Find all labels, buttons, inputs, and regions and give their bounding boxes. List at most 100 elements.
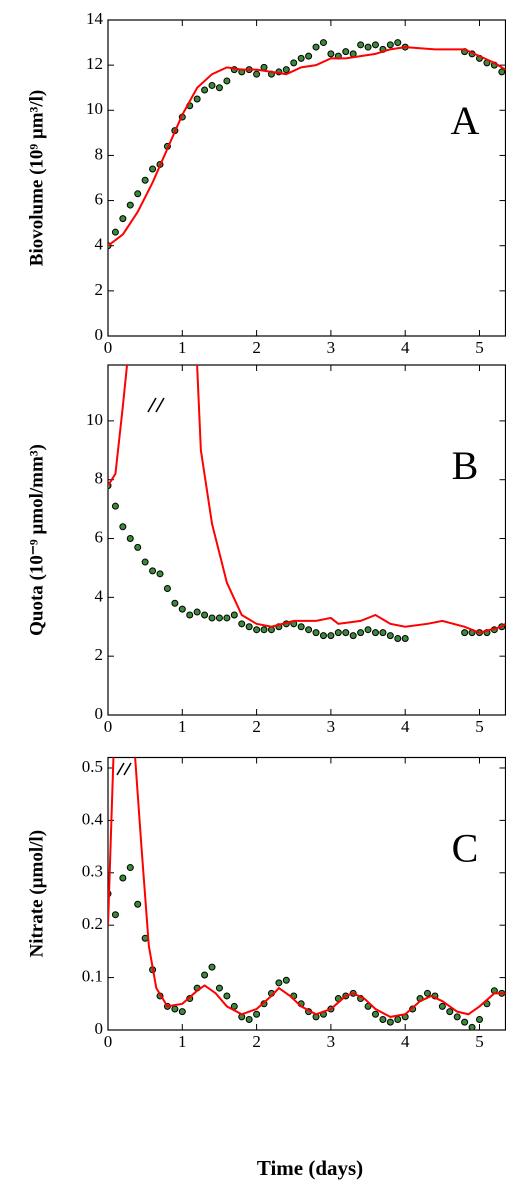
- data-point: [319, 632, 327, 640]
- data-point: [305, 626, 313, 634]
- data-point: [305, 52, 313, 60]
- data-point: [134, 900, 142, 908]
- y-tick-label: 0.2: [82, 914, 103, 933]
- data-point: [461, 1018, 469, 1026]
- x-tick-label: 0: [104, 1032, 113, 1051]
- y-axis-label: Biovolume (10⁹ µm³/l): [26, 90, 47, 266]
- data-point: [498, 68, 506, 76]
- data-point: [208, 81, 216, 89]
- data-point: [201, 611, 209, 619]
- data-point: [149, 567, 157, 575]
- data-point: [423, 989, 431, 997]
- x-tick-label: 4: [401, 717, 410, 736]
- x-tick-label: 1: [178, 338, 187, 357]
- x-tick-label: 5: [475, 1032, 484, 1051]
- y-tick-label: 8: [95, 144, 104, 163]
- data-point: [290, 59, 298, 67]
- x-tick-label: 2: [252, 338, 261, 357]
- x-tick-label: 3: [327, 717, 336, 736]
- data-point: [238, 620, 246, 628]
- data-point: [245, 1016, 253, 1024]
- data-point: [401, 635, 409, 643]
- x-tick-label: 4: [401, 338, 410, 357]
- data-point: [223, 614, 231, 622]
- data-point: [327, 50, 335, 58]
- data-point: [149, 165, 157, 173]
- x-tick-label: 1: [178, 1032, 187, 1051]
- data-point: [253, 1010, 261, 1018]
- model-line: [108, 46, 506, 247]
- plot-area: [108, 365, 506, 643]
- data-point: [386, 41, 394, 49]
- y-tick-label: 0: [95, 704, 104, 723]
- plot-frame: [107, 756, 506, 1031]
- data-point: [379, 1016, 387, 1024]
- data-point: [453, 1013, 461, 1021]
- data-point: [208, 963, 216, 971]
- y-tick-label: 10: [86, 410, 103, 429]
- data-point: [193, 608, 201, 616]
- data-point: [394, 1016, 402, 1024]
- x-tick-label: 3: [327, 338, 336, 357]
- x-tick-label: 5: [475, 717, 484, 736]
- data-point: [134, 543, 142, 551]
- data-point: [357, 629, 365, 637]
- y-tick-label: 0.4: [82, 809, 104, 828]
- axis-break: [116, 397, 165, 776]
- data-point: [349, 632, 357, 640]
- model-line: [108, 365, 506, 634]
- data-point: [327, 632, 335, 640]
- y-tick-label: 2: [95, 280, 104, 299]
- x-tick-label: 0: [104, 717, 113, 736]
- x-tick-label: 2: [252, 717, 261, 736]
- data-point: [178, 605, 186, 613]
- plot-frame: [107, 364, 506, 716]
- plot-area: [108, 757, 506, 1030]
- data-point: [312, 43, 320, 51]
- data-point: [371, 1010, 379, 1018]
- data-point: [446, 1008, 454, 1016]
- data-point: [223, 77, 231, 85]
- y-axis-label: Quota (10⁻⁹ µmol/mm³): [26, 444, 47, 636]
- data-point: [253, 626, 261, 634]
- panel-label: A: [451, 98, 480, 143]
- x-tick-label: 4: [401, 1032, 410, 1051]
- data-point: [468, 1023, 476, 1030]
- data-point: [260, 626, 268, 634]
- y-tick-label: 4: [95, 586, 104, 605]
- data-point: [178, 1008, 186, 1016]
- data-point: [208, 614, 216, 622]
- y-tick-label: 12: [86, 54, 103, 73]
- data-point: [364, 626, 372, 634]
- data-point: [438, 1002, 446, 1010]
- data-point: [297, 54, 305, 62]
- data-point: [201, 971, 209, 979]
- data-point: [282, 976, 290, 984]
- x-tick-label: 3: [327, 1032, 336, 1051]
- model-line: [108, 757, 506, 1018]
- y-tick-label: 0: [95, 1019, 104, 1038]
- y-tick-label: 14: [86, 9, 104, 28]
- data-point: [156, 570, 164, 578]
- data-point: [461, 629, 469, 637]
- data-point: [126, 535, 134, 543]
- data-point: [186, 611, 194, 619]
- data-point: [201, 86, 209, 94]
- y-tick-label: 8: [95, 469, 104, 488]
- data-point: [319, 39, 327, 47]
- y-tick-label: 0.1: [82, 967, 103, 986]
- y-tick-label: 4: [95, 235, 104, 254]
- y-tick-label: 0.3: [82, 862, 103, 881]
- y-axis-label: Nitrate (µmol/l): [26, 830, 47, 958]
- data-point: [253, 70, 261, 78]
- x-tick-label: 5: [475, 338, 484, 357]
- x-tick-label: 0: [104, 338, 113, 357]
- data-point: [223, 992, 231, 1000]
- data-point: [379, 629, 387, 637]
- data-point: [475, 1016, 483, 1024]
- data-point: [193, 95, 201, 103]
- y-tick-label: 6: [95, 527, 104, 546]
- data-point: [282, 66, 290, 74]
- data-point: [245, 623, 253, 631]
